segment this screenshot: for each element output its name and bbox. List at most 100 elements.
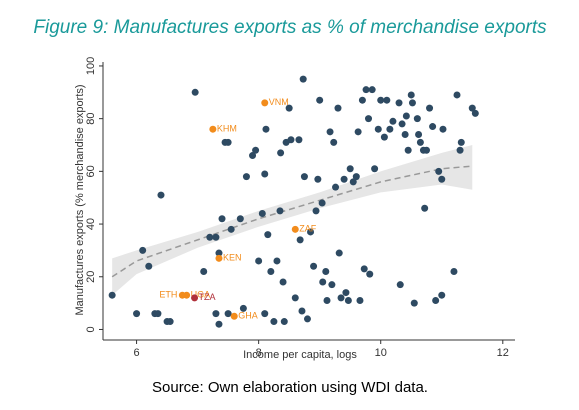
point [262, 125, 270, 133]
point [206, 233, 214, 241]
point [432, 296, 440, 304]
point [386, 125, 394, 133]
point [360, 265, 368, 273]
source-note: Source: Own elaboration using WDI data. [152, 379, 428, 396]
point [438, 291, 446, 299]
point [279, 278, 287, 286]
point [352, 173, 360, 181]
point [258, 210, 266, 218]
point [450, 267, 458, 275]
point [296, 236, 304, 244]
x-tick-label: 6 [134, 347, 140, 359]
point-label: TZA [199, 292, 216, 302]
point [366, 270, 374, 278]
point [145, 262, 153, 270]
point [224, 310, 232, 318]
point [330, 138, 338, 146]
point [154, 310, 162, 318]
point [261, 170, 269, 178]
point [410, 299, 418, 307]
point [413, 115, 421, 123]
point [273, 257, 281, 265]
y-tick-label: 60 [85, 165, 97, 177]
point [456, 146, 464, 154]
point [377, 96, 385, 104]
point-label: GHA [238, 311, 258, 321]
point [270, 318, 278, 326]
point [340, 175, 348, 183]
point [310, 262, 318, 270]
point [368, 86, 376, 94]
point [314, 175, 322, 183]
point [287, 136, 295, 144]
point [396, 281, 404, 289]
point [230, 312, 238, 320]
point [349, 178, 357, 186]
point [407, 91, 415, 99]
point-label: KEN [223, 253, 242, 263]
point [398, 120, 406, 128]
y-tick-label: 40 [85, 218, 97, 230]
point [215, 254, 223, 262]
point [264, 231, 272, 239]
point [291, 225, 299, 233]
point [415, 130, 423, 138]
point [323, 296, 331, 304]
point [300, 173, 308, 181]
point [404, 146, 412, 154]
point [139, 246, 147, 254]
x-tick-label: 12 [497, 347, 509, 359]
point [277, 149, 285, 157]
point [457, 138, 465, 146]
point [267, 267, 275, 275]
y-axis-label: Manufactures exports (% merchandise expo… [74, 84, 86, 315]
point [354, 128, 362, 136]
x-tick-label: 8 [256, 347, 262, 359]
point [453, 91, 461, 99]
point [374, 125, 382, 133]
x-tick-label: 10 [375, 347, 387, 359]
point [227, 225, 235, 233]
point [335, 249, 343, 257]
point [299, 75, 307, 83]
point [435, 167, 443, 175]
chart-title: Figure 9: Manufactures exports as % of m… [33, 17, 547, 38]
point [422, 146, 430, 154]
point [261, 99, 269, 107]
point [212, 310, 220, 318]
point [401, 130, 409, 138]
point [471, 109, 479, 117]
point [421, 204, 429, 212]
point [344, 296, 352, 304]
point [342, 289, 350, 297]
point [332, 183, 340, 191]
point [326, 128, 334, 136]
point [468, 104, 476, 112]
point [191, 294, 199, 302]
point [429, 123, 437, 131]
point [133, 310, 141, 318]
y-tick-label: 80 [85, 113, 97, 125]
point [328, 281, 336, 289]
point [362, 86, 370, 94]
point [334, 104, 342, 112]
point-label: KHM [217, 124, 237, 134]
point [416, 138, 424, 146]
point [209, 125, 217, 133]
point [439, 125, 447, 133]
point [212, 233, 220, 241]
point [319, 278, 327, 286]
point [402, 112, 410, 120]
point [239, 304, 247, 312]
y-tick-label: 0 [85, 326, 97, 332]
point [318, 199, 326, 207]
point [285, 104, 293, 112]
point [322, 267, 330, 275]
point [356, 296, 364, 304]
point [365, 115, 373, 123]
confidence-band [112, 145, 473, 296]
point [215, 249, 223, 257]
point [191, 88, 199, 96]
point-label: UGA [191, 290, 211, 300]
